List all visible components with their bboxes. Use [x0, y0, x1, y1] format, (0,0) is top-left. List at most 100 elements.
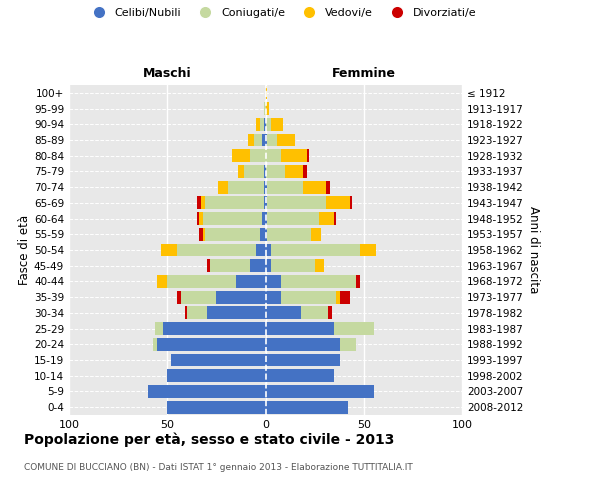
Bar: [360, 244, 376, 256]
Bar: [199, 228, 203, 240]
Bar: [254, 134, 262, 146]
Bar: [203, 228, 205, 240]
Bar: [250, 260, 265, 272]
Bar: [268, 228, 311, 240]
Bar: [268, 196, 326, 209]
Bar: [244, 165, 263, 178]
Bar: [334, 322, 374, 335]
Bar: [265, 354, 340, 366]
Bar: [265, 180, 268, 194]
Bar: [177, 244, 256, 256]
Text: Femmine: Femmine: [332, 68, 396, 80]
Bar: [303, 165, 307, 178]
Bar: [265, 322, 334, 335]
Bar: [203, 212, 262, 225]
Bar: [228, 180, 263, 194]
Bar: [326, 180, 331, 194]
Bar: [157, 275, 167, 288]
Bar: [263, 165, 265, 178]
Bar: [268, 134, 277, 146]
Bar: [154, 338, 157, 350]
Bar: [265, 306, 301, 320]
Bar: [356, 275, 360, 288]
Bar: [281, 290, 336, 304]
Bar: [200, 196, 205, 209]
Bar: [265, 196, 268, 209]
Bar: [217, 290, 265, 304]
Bar: [218, 180, 228, 194]
Bar: [260, 228, 265, 240]
Bar: [256, 244, 265, 256]
Bar: [197, 212, 199, 225]
Bar: [340, 338, 356, 350]
Bar: [206, 260, 211, 272]
Legend: Celibi/Nubili, Coniugati/e, Vedovi/e, Divorziati/e: Celibi/Nubili, Coniugati/e, Vedovi/e, Di…: [88, 8, 476, 18]
Y-axis label: Anni di nascita: Anni di nascita: [527, 206, 540, 294]
Bar: [185, 306, 187, 320]
Bar: [265, 118, 271, 130]
Bar: [167, 400, 265, 413]
Bar: [326, 196, 350, 209]
Bar: [265, 165, 285, 178]
Bar: [250, 150, 265, 162]
Bar: [307, 150, 309, 162]
Bar: [301, 306, 328, 320]
Bar: [199, 212, 203, 225]
Bar: [238, 165, 244, 178]
Bar: [171, 354, 265, 366]
Text: Popolazione per età, sesso e stato civile - 2013: Popolazione per età, sesso e stato civil…: [24, 432, 394, 447]
Bar: [161, 244, 177, 256]
Bar: [265, 290, 281, 304]
Bar: [211, 260, 250, 272]
Bar: [265, 244, 271, 256]
Bar: [205, 196, 263, 209]
Bar: [256, 118, 260, 130]
Bar: [205, 228, 260, 240]
Bar: [268, 212, 319, 225]
Bar: [236, 275, 265, 288]
Bar: [206, 306, 265, 320]
Bar: [265, 385, 374, 398]
Bar: [271, 244, 360, 256]
Bar: [262, 134, 265, 146]
Bar: [340, 290, 350, 304]
Bar: [157, 338, 265, 350]
Bar: [187, 306, 206, 320]
Bar: [265, 400, 348, 413]
Text: Maschi: Maschi: [143, 68, 191, 80]
Y-axis label: Fasce di età: Fasce di età: [18, 215, 31, 285]
Bar: [328, 306, 332, 320]
Bar: [334, 212, 336, 225]
Bar: [265, 212, 268, 225]
Bar: [265, 134, 268, 146]
Bar: [197, 196, 200, 209]
Bar: [277, 134, 295, 146]
Bar: [265, 228, 268, 240]
Bar: [265, 370, 334, 382]
Bar: [263, 118, 265, 130]
Bar: [232, 150, 250, 162]
Bar: [265, 260, 271, 272]
Bar: [281, 150, 307, 162]
Bar: [265, 338, 340, 350]
Bar: [285, 165, 303, 178]
Bar: [336, 290, 340, 304]
Bar: [248, 134, 254, 146]
Bar: [181, 290, 217, 304]
Bar: [265, 275, 281, 288]
Bar: [271, 260, 314, 272]
Text: COMUNE DI BUCCIANO (BN) - Dati ISTAT 1° gennaio 2013 - Elaborazione TUTTITALIA.I: COMUNE DI BUCCIANO (BN) - Dati ISTAT 1° …: [24, 462, 413, 471]
Bar: [268, 180, 303, 194]
Bar: [263, 196, 265, 209]
Bar: [167, 370, 265, 382]
Bar: [263, 102, 265, 115]
Bar: [271, 118, 283, 130]
Bar: [350, 196, 352, 209]
Bar: [311, 228, 320, 240]
Bar: [265, 102, 269, 115]
Bar: [155, 322, 163, 335]
Bar: [314, 260, 325, 272]
Bar: [167, 275, 236, 288]
Bar: [148, 385, 265, 398]
Bar: [265, 86, 268, 100]
